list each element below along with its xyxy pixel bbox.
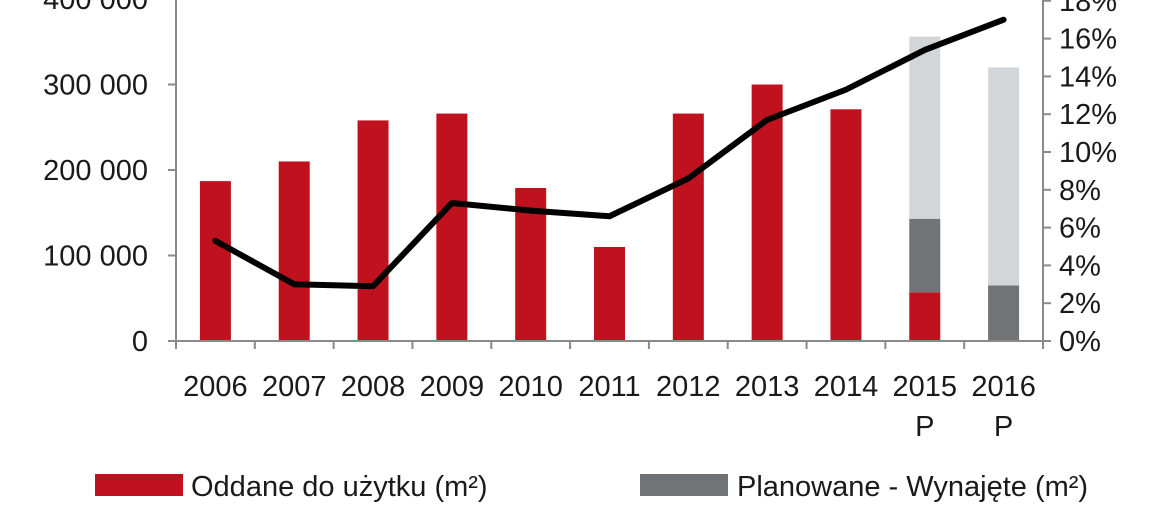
right-tick-label: 14% — [1059, 61, 1117, 93]
left-tick-label: 100 000 — [43, 241, 148, 273]
line-point-2009 — [451, 202, 453, 204]
bar-s0-2012 — [672, 113, 704, 341]
x-tick-label-2011: 2011 — [578, 371, 640, 403]
right-tick-label: 2% — [1059, 288, 1101, 320]
bar-s0-2011 — [594, 246, 625, 341]
left-tick-label: 400 000 — [43, 0, 148, 16]
x-tick-label-2014: 2014 — [814, 371, 879, 403]
bar-s0-2008 — [357, 120, 389, 341]
right-tick-label: 4% — [1059, 250, 1101, 282]
bar-s0-2009 — [436, 113, 468, 341]
x-tick-label-2010: 2010 — [498, 371, 563, 403]
line-series-group — [212, 16, 1007, 290]
legend-swatch-1 — [640, 474, 728, 496]
x-tick-label-2016: 2016 — [971, 371, 1036, 403]
right-tick-label: 12% — [1059, 99, 1117, 131]
left-tick-label: 200 000 — [43, 155, 148, 187]
left-tick-label: 0 — [132, 326, 148, 358]
bar-s2-2015 — [909, 36, 941, 219]
legend-label-0: Oddane do użytku (m²) — [191, 471, 488, 503]
line-point-2016 — [1003, 19, 1005, 21]
x-tick-label-2008: 2008 — [341, 371, 406, 403]
line-point-2008 — [372, 285, 374, 287]
legend-swatch-0 — [95, 474, 183, 496]
line-point-2007 — [293, 283, 295, 285]
legend: Oddane do użytku (m²) Planowane - Wynajęt… — [95, 471, 1088, 503]
line-series — [212, 16, 1007, 290]
line-point-2011 — [609, 215, 610, 217]
line-point-2014 — [845, 89, 847, 91]
right-tick-label: 10% — [1059, 137, 1117, 169]
bar-s0-2015 — [909, 292, 941, 341]
bar-series-group — [199, 36, 1020, 341]
line-point-2006 — [214, 240, 216, 242]
left-axis-ticks: 0 100 000 200 000 300 000 400 000 — [43, 0, 148, 358]
bar-s0-2006 — [199, 181, 231, 341]
x-axis-ticks: 2006 2007 2008 2009 2010 2011 2012 2013 2014 2015… — [183, 371, 1036, 443]
x-tick-label-2006: 2006 — [183, 371, 248, 403]
bar-s1-2015 — [909, 218, 941, 293]
x-tick-label-2012: 2012 — [656, 371, 721, 403]
line-point-2013 — [766, 119, 768, 121]
line-point-2010 — [530, 210, 532, 212]
right-tick-label: 6% — [1059, 213, 1101, 245]
right-tick-label: 18% — [1059, 0, 1117, 18]
line-point-2015 — [924, 49, 926, 51]
x-tick-label-2015: 2015 — [893, 371, 958, 403]
x-tick-label-2009: 2009 — [420, 371, 485, 403]
x-tick-label-2007: 2007 — [262, 371, 327, 403]
bar-s0-2007 — [278, 161, 310, 341]
right-tick-label: 8% — [1059, 175, 1101, 207]
x-tick-label-2013: 2013 — [735, 371, 800, 403]
bar-s0-2014 — [830, 109, 862, 341]
x-tick-flag-2015: P — [915, 411, 934, 443]
right-tick-label: 0% — [1059, 326, 1101, 358]
line-point-2012 — [687, 177, 689, 179]
right-axis-ticks: 0% 2% 4% 6% 8% 10% 12% 14% 16% 18% — [1059, 0, 1117, 358]
left-tick-label: 300 000 — [43, 70, 148, 102]
x-tick-flag-2016: P — [994, 411, 1013, 443]
legend-label-1: Planowane - Wynajęte (m²) — [737, 471, 1088, 503]
right-tick-label: 16% — [1059, 24, 1117, 56]
bar-s2-2016 — [988, 67, 1020, 286]
axes-group — [168, 0, 1051, 349]
bar-s1-2016 — [988, 285, 1020, 341]
